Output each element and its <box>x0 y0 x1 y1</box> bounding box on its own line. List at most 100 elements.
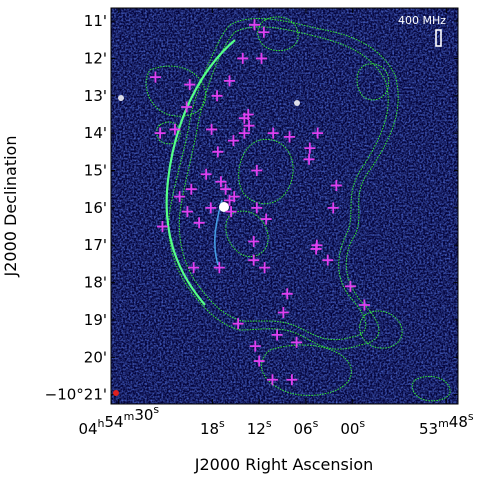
source-marker <box>185 183 197 195</box>
mid-contour <box>225 210 269 257</box>
south-blob-contour <box>260 344 352 396</box>
source-marker <box>358 299 370 311</box>
bright-source-2 <box>294 100 300 106</box>
y-tick-label: 15' <box>84 162 107 180</box>
source-marker <box>266 374 278 386</box>
source-marker <box>227 135 239 147</box>
source-marker <box>213 262 225 274</box>
x-tick-label: 04h54m30s <box>78 403 159 438</box>
source-marker <box>154 127 166 139</box>
bright-source-3 <box>118 95 124 101</box>
source-marker <box>184 79 196 91</box>
contour-layer <box>145 16 451 402</box>
source-marker <box>291 336 303 348</box>
source-marker <box>224 75 236 87</box>
source-marker <box>237 52 249 64</box>
y-tick-label: −10°21' <box>45 386 107 404</box>
source-marker <box>258 26 270 38</box>
source-marker <box>251 165 263 177</box>
source-marker <box>248 235 260 247</box>
source-marker <box>322 254 334 266</box>
x-ticks: 04h54m30s 18s 12s 06s 00s 53m48s <box>78 8 474 438</box>
nw-small-contour <box>156 121 181 145</box>
source-marker <box>327 202 339 214</box>
reference-dot <box>113 390 119 396</box>
source-marker <box>206 123 218 135</box>
source-marker <box>284 131 296 143</box>
source-markers <box>149 19 370 386</box>
source-marker <box>212 146 224 158</box>
west-ring-contour <box>145 65 207 117</box>
outer-shell-contour-2 <box>178 26 389 341</box>
y-tick-label: 17' <box>84 236 107 254</box>
source-marker <box>312 127 324 139</box>
y-tick-label: 20' <box>84 348 107 366</box>
source-marker <box>259 262 271 274</box>
source-marker <box>253 355 265 367</box>
source-marker <box>304 142 316 154</box>
source-marker <box>228 191 240 203</box>
noise-texture <box>111 8 458 404</box>
source-marker <box>260 213 272 225</box>
source-marker <box>277 306 289 318</box>
source-marker <box>149 71 161 83</box>
source-marker <box>193 217 205 229</box>
source-marker <box>169 123 181 135</box>
source-marker <box>248 254 260 266</box>
source-marker <box>156 221 168 233</box>
x-tick-label: 06s <box>294 417 319 438</box>
source-marker <box>271 329 283 341</box>
source-marker <box>200 168 212 180</box>
source-marker <box>181 101 193 113</box>
source-marker <box>211 90 223 102</box>
source-marker <box>303 153 315 165</box>
far-east-contour <box>411 375 451 402</box>
x-tick-label: 12s <box>247 417 272 438</box>
x-tick-label: 53m48s <box>419 410 474 438</box>
source-marker <box>215 176 227 188</box>
source-marker <box>249 340 261 352</box>
source-marker <box>232 318 244 330</box>
x-tick-label: 18s <box>200 417 225 438</box>
sw-blob-contour <box>359 310 403 349</box>
y-axis-title: J2000 Declination <box>1 136 20 278</box>
outer-shell-contour <box>168 18 399 350</box>
source-marker <box>225 206 237 218</box>
plot-frame <box>110 7 459 405</box>
source-marker <box>255 52 267 64</box>
source-marker <box>344 280 356 292</box>
y-tick-label: 11' <box>84 12 107 30</box>
east-blob-contour <box>356 63 390 101</box>
filament-layer <box>118 39 300 306</box>
source-marker <box>238 127 250 139</box>
source-marker <box>242 108 254 120</box>
y-tick-label: 18' <box>84 274 107 292</box>
source-marker <box>251 202 263 214</box>
source-marker <box>220 183 232 195</box>
bright-filament-arc <box>165 39 236 306</box>
source-marker <box>311 239 323 251</box>
y-tick-label: 14' <box>84 124 107 142</box>
source-marker <box>267 127 279 139</box>
y-tick-label: 16' <box>84 199 107 217</box>
y-tick-label: 19' <box>84 311 107 329</box>
source-marker <box>243 120 255 132</box>
source-marker <box>174 191 186 203</box>
source-marker <box>181 206 193 218</box>
source-marker <box>248 19 260 31</box>
source-marker <box>330 179 342 191</box>
inner-contour <box>238 138 294 205</box>
y-tick-label: 13' <box>84 87 107 105</box>
y-tick-label: 12' <box>84 49 107 67</box>
x-axis-title: J2000 Right Ascension <box>194 455 374 474</box>
source-marker <box>188 262 200 274</box>
frequency-label: 400 MHz <box>398 14 446 27</box>
y-ticks: 11' 12' 13' 14' 15' 16' 17' 18' 19' 20' −10°21' <box>45 12 458 404</box>
source-marker <box>286 374 298 386</box>
bright-source <box>219 202 229 212</box>
source-marker <box>281 288 293 300</box>
beam-indicator <box>435 29 442 47</box>
source-marker <box>205 202 217 214</box>
x-tick-label: 00s <box>340 417 365 438</box>
